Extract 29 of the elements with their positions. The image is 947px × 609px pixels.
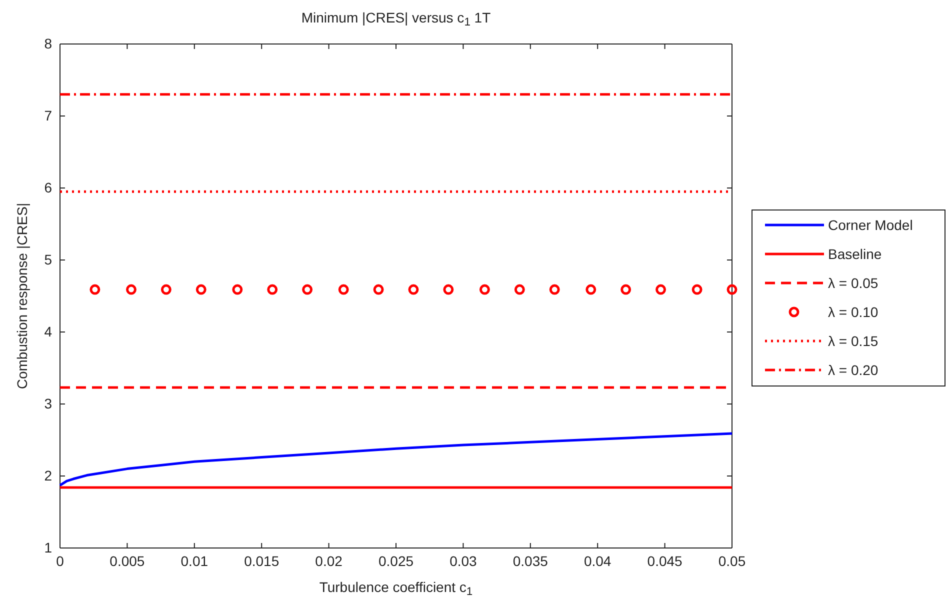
y-tick-label: 1 [44,539,52,556]
y-tick-label: 2 [44,467,52,484]
y-tick-label: 3 [44,395,52,412]
legend-label: λ = 0.20 [828,362,878,378]
x-tick-label: 0.02 [315,552,343,569]
legend-label: λ = 0.15 [828,333,878,349]
line-series [58,432,734,487]
x-tick-label: 0.04 [584,552,612,569]
x-tick-label: 0 [56,552,64,569]
x-tick-label: 0.045 [647,552,683,569]
legend-label: Baseline [828,246,882,262]
y-axis-title: Combustion response |CRES| [14,202,30,390]
x-tick-label: 0.05 [718,552,746,569]
chart-title: Minimum |CRES| versus c$_{1}$ 1T [301,10,492,29]
y-tick-label: 5 [44,251,52,268]
x-tick-label: 0.03 [450,552,478,569]
y-tick-label: 6 [44,179,52,196]
x-tick-label: 0.025 [378,552,414,569]
y-tick-label: 8 [44,35,52,52]
x-tick-label: 0.005 [110,552,145,569]
legend-label: λ = 0.10 [828,304,878,320]
x-tick-label: 0.015 [244,552,280,569]
y-tick-label: 4 [44,323,52,340]
x-axis-title: Turbulence coefficient c$_{1}$ [319,579,473,598]
legend-label: λ = 0.05 [828,275,878,291]
x-tick-label: 0.035 [512,552,548,569]
y-tick-label: 7 [44,107,52,124]
legend-label: Corner Model [828,217,913,233]
x-tick-label: 0.01 [180,552,208,569]
